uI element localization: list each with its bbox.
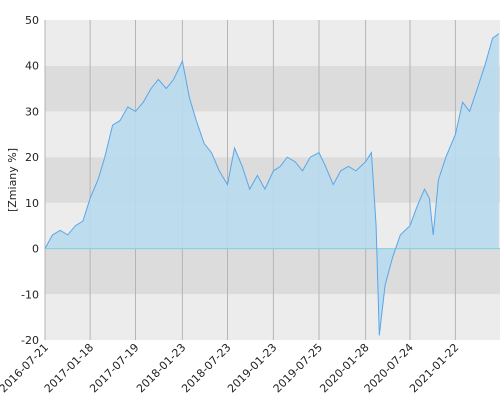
grid-band [45,248,500,295]
grid-band [45,65,500,112]
line [44,33,500,336]
y-tick-label: -10 [21,288,39,301]
x-tick-label: 2019-07-25 [271,341,325,395]
y-tick-label: 20 [25,151,39,164]
y-tick-label: 40 [25,60,39,73]
x-tick-label: 2021-01-22 [407,341,461,395]
y-tick-label: 10 [25,197,39,210]
y-tick-label: 0 [32,243,39,256]
y-axis-label: [Zmiany %] [6,148,19,212]
y-tick-label: 50 [25,14,39,27]
grid-band [45,294,500,340]
x-tick-label: 2017-07-19 [87,341,141,395]
grid-band [45,20,500,66]
y-tick-label: 30 [25,105,39,118]
area-fill [45,33,499,336]
y-tick-label: -20 [21,334,39,347]
